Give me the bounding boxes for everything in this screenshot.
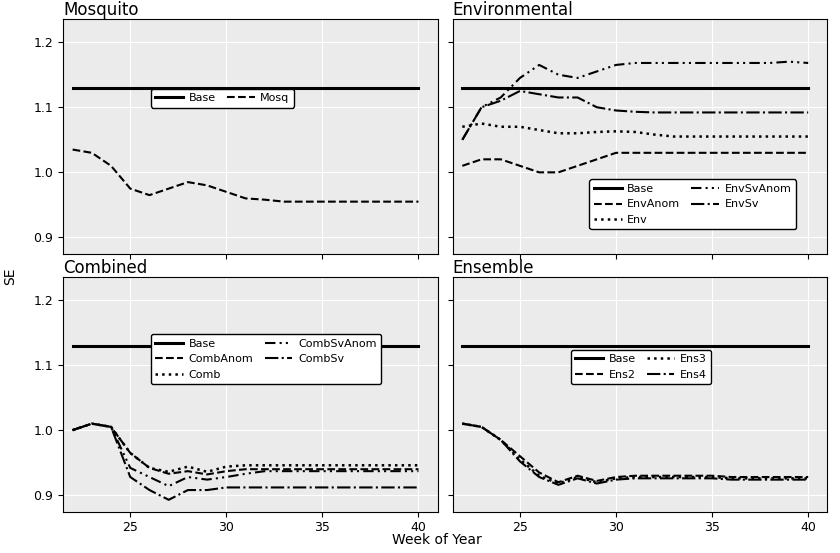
Text: Week of Year: Week of Year [392,534,481,547]
Legend: Base, Ens2, Ens3, Ens4: Base, Ens2, Ens3, Ens4 [570,349,711,384]
Legend: Base, EnvAnom, Env, EnvSvAnom, EnvSv: Base, EnvAnom, Env, EnvSvAnom, EnvSv [590,179,796,229]
Text: Mosquito: Mosquito [63,1,139,19]
Text: SE: SE [3,268,17,285]
Legend: Base, CombAnom, Comb, CombSvAnom, CombSv: Base, CombAnom, Comb, CombSvAnom, CombSv [151,334,381,384]
Text: Ensemble: Ensemble [453,259,534,277]
Text: Environmental: Environmental [453,1,574,19]
Legend: Base, Mosq: Base, Mosq [151,88,294,107]
Text: Combined: Combined [63,259,147,277]
